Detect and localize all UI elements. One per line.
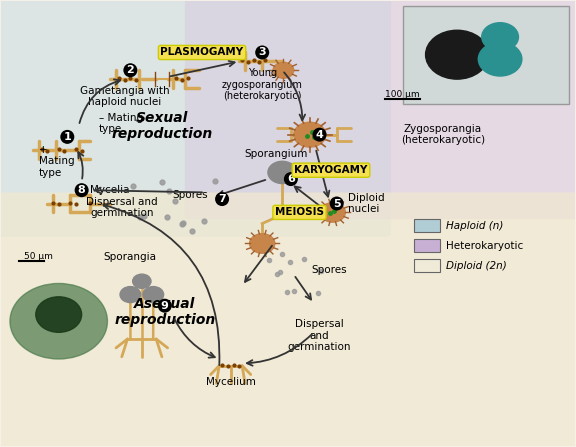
Text: Sporangium: Sporangium (245, 149, 308, 159)
Text: Haploid (n): Haploid (n) (446, 221, 503, 231)
Text: Sporangia: Sporangia (104, 253, 157, 262)
Text: Mycelium: Mycelium (206, 377, 256, 387)
Text: – Mating
type: – Mating type (99, 113, 143, 135)
Circle shape (426, 30, 488, 79)
Text: 50 µm: 50 µm (24, 252, 53, 261)
FancyBboxPatch shape (414, 239, 440, 253)
FancyBboxPatch shape (414, 259, 440, 272)
Circle shape (132, 274, 151, 288)
Circle shape (120, 287, 141, 303)
Circle shape (294, 122, 326, 147)
Circle shape (320, 202, 346, 222)
Text: 1: 1 (63, 132, 71, 142)
Circle shape (36, 297, 82, 332)
Text: 5: 5 (333, 198, 340, 208)
Circle shape (478, 42, 522, 76)
Text: PLASMOGAMY: PLASMOGAMY (161, 47, 244, 58)
Circle shape (268, 161, 297, 184)
Text: Spores: Spores (311, 265, 347, 275)
Text: 2: 2 (127, 65, 134, 75)
Circle shape (273, 62, 294, 78)
Text: Diploid
nuclei: Diploid nuclei (348, 193, 385, 214)
Text: Heterokaryotic: Heterokaryotic (446, 241, 523, 251)
Text: Gametangia with
haploid nuclei: Gametangia with haploid nuclei (80, 86, 169, 107)
Text: 6: 6 (287, 174, 295, 184)
FancyBboxPatch shape (0, 192, 576, 447)
Circle shape (482, 23, 518, 51)
FancyBboxPatch shape (185, 0, 576, 219)
Text: 8: 8 (78, 185, 85, 195)
Text: Young
zygosporangium
(heterokaryotic): Young zygosporangium (heterokaryotic) (222, 68, 302, 101)
Text: 4: 4 (316, 130, 324, 139)
Text: 9: 9 (161, 301, 169, 311)
Circle shape (143, 287, 164, 303)
Circle shape (249, 234, 275, 253)
Text: Spores: Spores (172, 190, 208, 200)
Circle shape (10, 283, 108, 359)
Text: KARYOGAMY: KARYOGAMY (294, 165, 367, 175)
Text: 3: 3 (259, 47, 266, 58)
Text: + 
Mating
type: + Mating type (39, 145, 74, 178)
Text: Mycelia: Mycelia (90, 185, 130, 195)
Text: 100 µm: 100 µm (385, 90, 420, 99)
Text: MEIOSIS: MEIOSIS (275, 207, 324, 217)
FancyBboxPatch shape (403, 6, 569, 104)
Text: Zygosporangia
(heterokaryotic): Zygosporangia (heterokaryotic) (401, 124, 485, 145)
Text: Diploid (2n): Diploid (2n) (446, 261, 506, 271)
Text: 7: 7 (218, 194, 226, 204)
Text: Dispersal and
germination: Dispersal and germination (86, 197, 158, 219)
FancyBboxPatch shape (0, 0, 391, 237)
FancyBboxPatch shape (414, 219, 440, 232)
Text: Sexual
reproduction: Sexual reproduction (111, 111, 213, 141)
Text: Dispersal
and
germination: Dispersal and germination (288, 319, 351, 352)
Text: Asexual
reproduction: Asexual reproduction (114, 297, 215, 328)
